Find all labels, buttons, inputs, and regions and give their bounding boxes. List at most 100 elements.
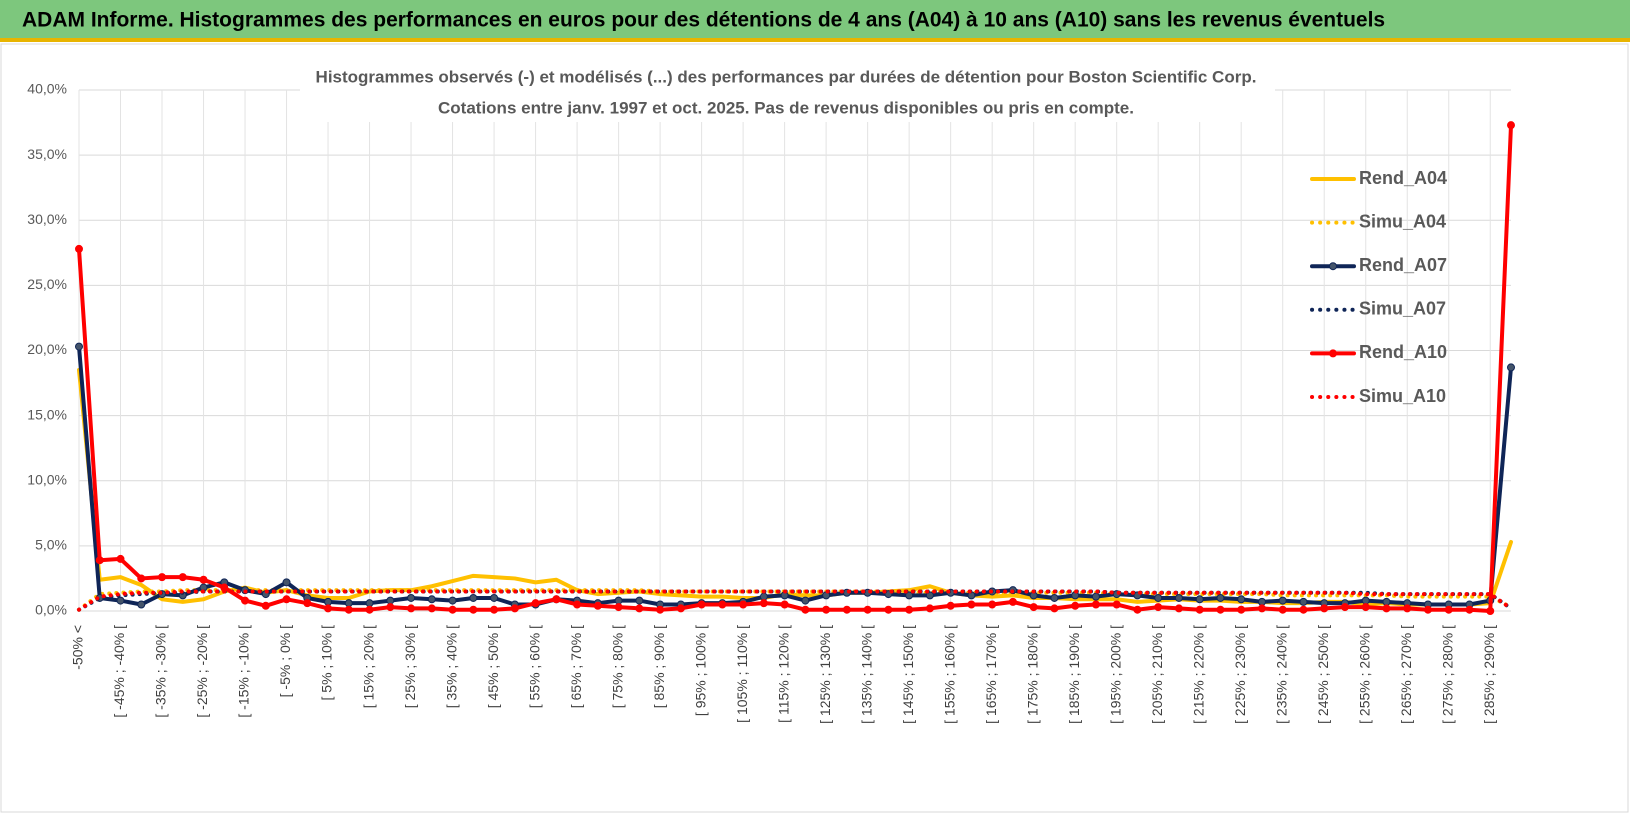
x-tick-label: [ 75% ; 80% [ xyxy=(609,625,625,708)
data-point xyxy=(573,600,582,609)
series-line xyxy=(77,588,1513,612)
data-point xyxy=(1361,596,1370,605)
x-tick-label: [ 115% ; 120% [ xyxy=(775,625,791,723)
data-point xyxy=(1465,605,1474,614)
x-tick-label: -50% < xyxy=(70,625,86,670)
x-tick-label: [ 135% ; 140% [ xyxy=(858,625,874,724)
data-point xyxy=(1320,604,1329,613)
x-tick-label: [ 105% ; 110% [ xyxy=(734,625,750,723)
data-point xyxy=(365,605,374,614)
x-tick-label: [ 55% ; 60% [ xyxy=(526,625,542,708)
chart-subtitle: Cotations entre janv. 1997 et oct. 2025.… xyxy=(438,98,1134,117)
y-tick-label: 5,0% xyxy=(35,537,67,553)
data-point xyxy=(1174,593,1183,602)
data-point xyxy=(1237,605,1246,614)
data-point xyxy=(282,578,291,587)
data-point xyxy=(1133,605,1142,614)
data-point xyxy=(1423,605,1432,614)
data-point xyxy=(1050,604,1059,613)
data-point xyxy=(427,595,436,604)
x-tick-label: [ 235% ; 240% [ xyxy=(1273,625,1289,724)
legend-label: Rend_A10 xyxy=(1359,342,1447,362)
data-point xyxy=(1237,595,1246,604)
data-point xyxy=(863,605,872,614)
data-point xyxy=(1195,605,1204,614)
data-point xyxy=(1050,593,1059,602)
data-point xyxy=(1008,597,1017,606)
data-point xyxy=(1340,603,1349,612)
y-tick-label: 35,0% xyxy=(27,146,67,162)
data-point xyxy=(697,600,706,609)
data-point xyxy=(469,605,478,614)
x-tick-label: [ 225% ; 230% [ xyxy=(1232,625,1248,724)
x-tick-label: [ 275% ; 280% [ xyxy=(1439,625,1455,724)
data-point xyxy=(116,554,125,563)
data-point xyxy=(407,593,416,602)
data-point xyxy=(1257,597,1266,606)
data-point xyxy=(614,603,623,612)
y-tick-label: 10,0% xyxy=(27,471,67,487)
data-point xyxy=(884,605,893,614)
x-tick-label: [ 125% ; 130% [ xyxy=(817,625,833,724)
data-point xyxy=(801,605,810,614)
header-bar xyxy=(0,0,1630,40)
data-point xyxy=(427,604,436,613)
x-tick-label: [ 85% ; 90% [ xyxy=(651,625,667,708)
data-point xyxy=(905,605,914,614)
data-point xyxy=(552,595,561,604)
chart-frame xyxy=(0,43,1629,813)
x-tick-label: [ -5% ; 0% [ xyxy=(277,625,293,697)
data-point xyxy=(925,604,934,613)
data-point xyxy=(178,573,187,582)
y-tick-label: 30,0% xyxy=(27,211,67,227)
data-point xyxy=(1154,603,1163,612)
data-point xyxy=(1361,603,1370,612)
x-tick-label: [ 25% ; 30% [ xyxy=(402,625,418,708)
chart-title: Histogrammes observés (-) et modélisés (… xyxy=(316,67,1257,86)
data-point xyxy=(822,605,831,614)
data-point xyxy=(925,591,934,600)
data-point xyxy=(967,600,976,609)
legend-marker xyxy=(1329,262,1337,271)
data-point xyxy=(1278,596,1287,605)
x-tick-label: [ 285% ; 290% [ xyxy=(1481,625,1497,724)
x-tick-label: [ 15% ; 20% [ xyxy=(360,625,376,708)
data-point xyxy=(1278,605,1287,614)
data-point xyxy=(718,600,727,609)
data-point xyxy=(1029,603,1038,612)
x-tick-label: [ 265% ; 270% [ xyxy=(1398,625,1414,724)
y-tick-label: 25,0% xyxy=(27,276,67,292)
data-point xyxy=(116,596,125,605)
legend-label: Simu_A10 xyxy=(1359,386,1446,406)
data-point xyxy=(1091,600,1100,609)
data-point xyxy=(448,596,457,605)
data-point xyxy=(1382,604,1391,613)
data-point xyxy=(448,605,457,614)
data-point xyxy=(801,596,810,605)
data-point xyxy=(780,600,789,609)
data-point xyxy=(593,601,602,610)
data-point xyxy=(95,556,104,565)
y-tick-label: 15,0% xyxy=(27,406,67,422)
series-line xyxy=(77,344,1513,607)
data-point xyxy=(1154,593,1163,602)
series-line xyxy=(77,589,1513,612)
data-point xyxy=(490,593,499,602)
data-point xyxy=(490,605,499,614)
data-point xyxy=(1216,593,1225,602)
data-point xyxy=(905,591,914,600)
data-point xyxy=(1299,605,1308,614)
data-point xyxy=(1091,592,1100,601)
x-tick-label: [ 35% ; 40% [ xyxy=(443,625,459,708)
data-point xyxy=(656,605,665,614)
legend-marker xyxy=(1329,349,1337,358)
data-point xyxy=(1195,595,1204,604)
legend-label: Simu_A04 xyxy=(1359,211,1446,231)
data-point xyxy=(635,604,644,613)
x-tick-label: [ 205% ; 210% [ xyxy=(1149,625,1165,724)
data-point xyxy=(1486,607,1495,615)
data-point xyxy=(344,599,353,608)
data-point xyxy=(261,601,270,610)
